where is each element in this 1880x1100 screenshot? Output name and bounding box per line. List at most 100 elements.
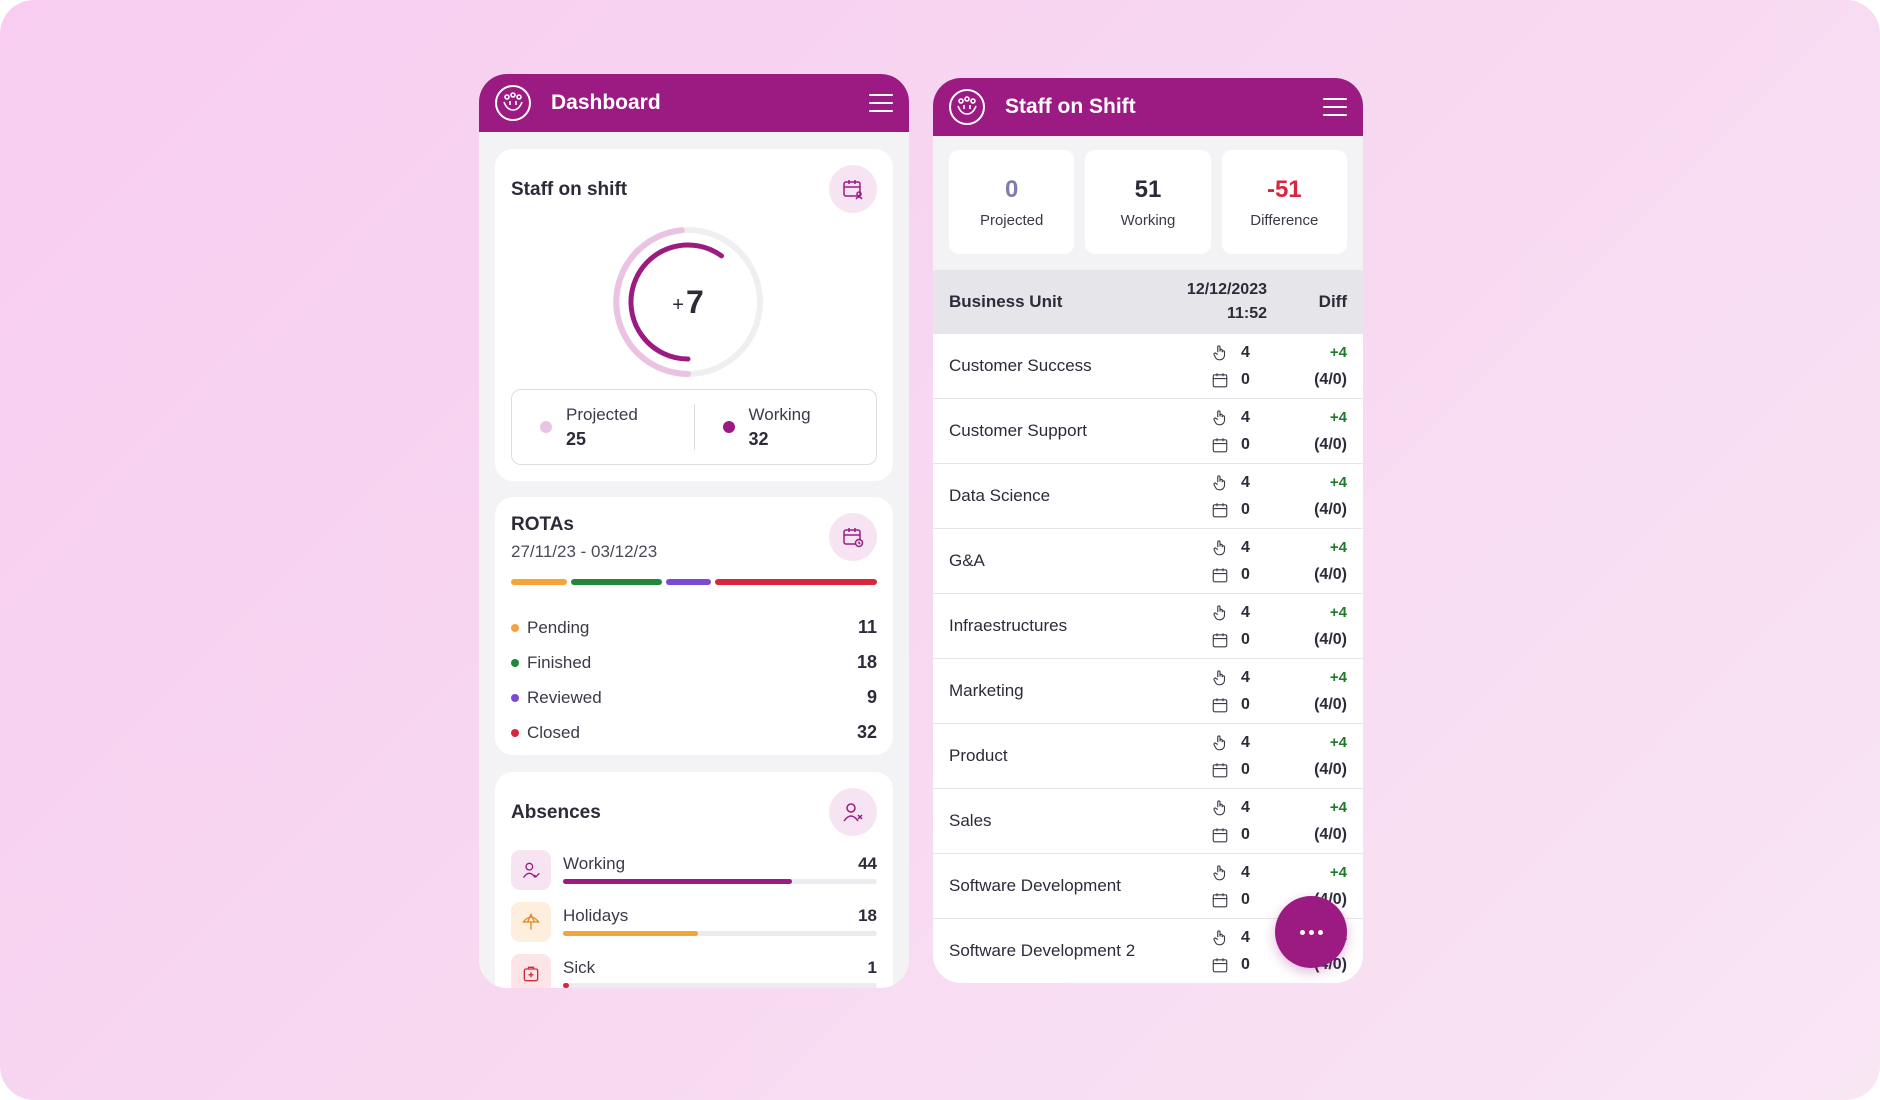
- row-diff: +4 (4/0): [1267, 668, 1347, 715]
- rota-item-pending[interactable]: Pending 11: [511, 610, 877, 645]
- diff-ratio: (4/0): [1314, 825, 1347, 843]
- stat-value: 0: [1004, 175, 1019, 203]
- staff-on-shift-card[interactable]: Staff on shift + 7 Projec: [495, 149, 893, 481]
- hamburger-menu-icon[interactable]: [869, 94, 893, 112]
- rota-item-reviewed[interactable]: Reviewed 9: [511, 680, 877, 715]
- rota-segment: [715, 579, 877, 585]
- calendar-clock-icon[interactable]: [829, 513, 877, 561]
- scheduled-count: 0: [1211, 890, 1267, 910]
- clocked-count: 4: [1211, 603, 1267, 623]
- absences-card[interactable]: Absences Working 44: [495, 772, 893, 988]
- business-unit-name: Customer Support: [949, 421, 1087, 440]
- legend-working: Working 32: [693, 404, 877, 450]
- stat-label: Working: [1120, 211, 1176, 229]
- row-diff: +4 (4/0): [1267, 473, 1347, 520]
- absence-item-holidays[interactable]: Holidays 18: [511, 902, 877, 954]
- calendar-icon: [1212, 697, 1228, 712]
- hand-pointer-icon: [1213, 734, 1226, 750]
- column-datetime[interactable]: 12/12/2023 11:52: [1186, 281, 1267, 322]
- beach-umbrella-icon: [511, 902, 551, 942]
- stat-label: Projected: [979, 211, 1044, 229]
- rotas-list: Pending 11 Finished 18 Reviewed 9 Closed…: [511, 610, 877, 750]
- table-row[interactable]: G&A 4 0 +4 (4/0): [933, 529, 1363, 594]
- rota-item-finished[interactable]: Finished 18: [511, 645, 877, 680]
- user-x-icon[interactable]: [829, 788, 877, 836]
- staff-on-shift-screen: Staff on Shift 0 Projected 51 Working -5…: [933, 78, 1363, 983]
- row-counts: 4 0: [1211, 798, 1267, 845]
- row-counts: 4 0: [1211, 863, 1267, 910]
- row-diff: +4 (4/0): [1267, 538, 1347, 585]
- rota-item-closed[interactable]: Closed 32: [511, 715, 877, 750]
- table-row[interactable]: Software Development 4 0 +4 (4/0): [933, 854, 1363, 919]
- hand-pointer-icon: [1213, 344, 1226, 360]
- table-row[interactable]: Marketing 4 0 +4 (4/0): [933, 659, 1363, 724]
- clocked-count: 4: [1211, 343, 1267, 363]
- business-unit-name: Software Development: [949, 876, 1121, 895]
- calendar-icon: [1212, 957, 1228, 972]
- app-logo-icon[interactable]: [949, 89, 985, 125]
- clocked-count: 4: [1211, 733, 1267, 753]
- absences-list: Working 44 Holidays: [511, 850, 877, 988]
- table-row[interactable]: Customer Support 4 0 +4 (4/0): [933, 399, 1363, 464]
- dot: [1299, 929, 1305, 935]
- stat-projected: 0 Projected: [949, 150, 1075, 254]
- scheduled-count: 0: [1211, 500, 1267, 520]
- sick-progress-fill: [563, 983, 570, 988]
- hand-pointer-icon: [1213, 799, 1226, 815]
- calendar-icon: [1212, 567, 1228, 582]
- calendar-icon: [1212, 892, 1228, 907]
- user-check-icon: [511, 850, 551, 890]
- scheduled-count: 0: [1211, 760, 1267, 780]
- diff-value: +4: [1329, 408, 1347, 426]
- app-bar: Staff on Shift: [933, 78, 1363, 136]
- card-title: Absences: [511, 802, 601, 823]
- rota-segment: [511, 579, 567, 585]
- more-actions-button[interactable]: [1275, 896, 1347, 968]
- working-dot: [722, 421, 735, 433]
- app-bar: Dashboard: [479, 74, 909, 132]
- reviewed-dot: [511, 693, 519, 702]
- scheduled-count: 0: [1211, 955, 1267, 975]
- scheduled-count: 0: [1211, 435, 1267, 455]
- row-diff: +4 (4/0): [1267, 733, 1347, 780]
- stat-working: 51 Working: [1085, 150, 1211, 254]
- column-diff[interactable]: Diff: [1318, 292, 1347, 311]
- column-business-unit[interactable]: Business Unit: [949, 292, 1063, 311]
- calendar-user-icon[interactable]: [829, 165, 877, 213]
- business-unit-name: Marketing: [949, 681, 1024, 700]
- calendar-icon: [1212, 437, 1228, 452]
- table-row[interactable]: Sales 4 0 +4 (4/0): [933, 789, 1363, 854]
- medical-kit-icon: [511, 954, 551, 988]
- calendar-icon: [1212, 827, 1228, 842]
- rotas-card[interactable]: ROTAs 27/11/23 - 03/12/23 Pending 11 Fin…: [495, 497, 893, 755]
- table-row[interactable]: Infraestructures 4 0 +4 (4/0): [933, 594, 1363, 659]
- hand-pointer-icon: [1213, 539, 1226, 555]
- row-diff: +4 (4/0): [1267, 408, 1347, 455]
- stat-value: 51: [1134, 175, 1162, 203]
- app-logo-icon[interactable]: [495, 85, 531, 121]
- business-unit-name: Customer Success: [949, 356, 1092, 375]
- shift-legend: Projected 25 Working 32: [511, 389, 877, 465]
- scheduled-count: 0: [1211, 695, 1267, 715]
- row-diff: +4 (4/0): [1267, 603, 1347, 650]
- dot: [1308, 929, 1314, 935]
- diff-ratio: (4/0): [1314, 435, 1347, 453]
- working-value: 32: [748, 428, 769, 449]
- absence-item-sick[interactable]: Sick 1: [511, 954, 877, 988]
- clocked-count: 4: [1211, 928, 1267, 948]
- absence-item-working[interactable]: Working 44: [511, 850, 877, 902]
- table-row[interactable]: Data Science 4 0 +4 (4/0): [933, 464, 1363, 529]
- diff-ratio: (4/0): [1314, 760, 1347, 778]
- clocked-count: 4: [1211, 408, 1267, 428]
- holidays-progress-fill: [563, 931, 699, 936]
- hamburger-menu-icon[interactable]: [1323, 98, 1347, 116]
- diff-ratio: (4/0): [1314, 630, 1347, 648]
- diff-value: +4: [1329, 668, 1347, 686]
- summary-stats: 0 Projected 51 Working -51 Difference: [933, 136, 1363, 270]
- row-counts: 4 0: [1211, 928, 1267, 975]
- table-row[interactable]: Customer Success 4 0 +4 (4/0): [933, 334, 1363, 399]
- row-counts: 4 0: [1211, 473, 1267, 520]
- shift-delta: + 7: [672, 283, 704, 320]
- table-row[interactable]: Product 4 0 +4 (4/0): [933, 724, 1363, 789]
- calendar-icon: [1212, 372, 1228, 387]
